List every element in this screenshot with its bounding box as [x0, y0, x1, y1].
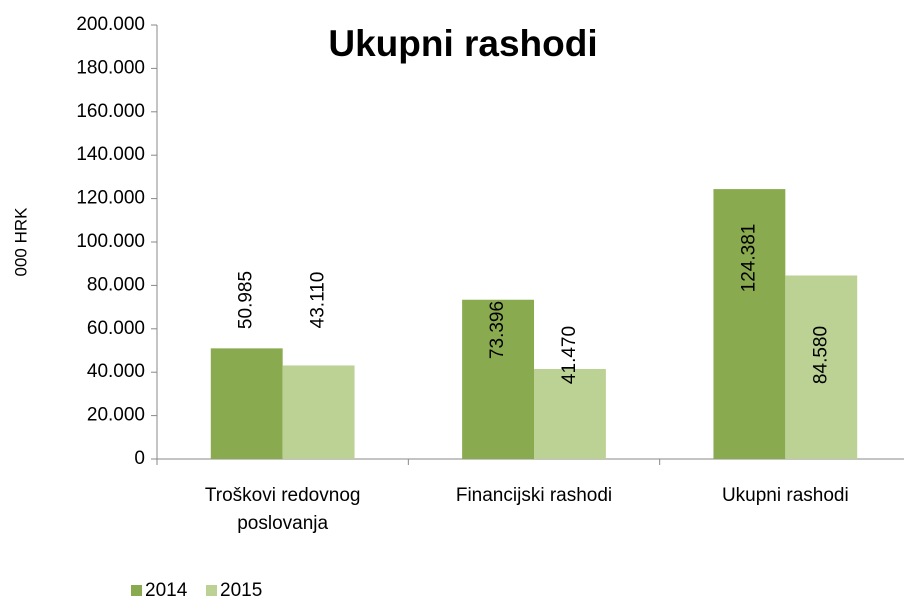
bar [462, 299, 534, 459]
y-tick-label: 140.000 [76, 144, 145, 165]
x-tick-label: Troškovi redovnog poslovanja [204, 485, 361, 534]
bar [785, 275, 858, 459]
x-tick-label: Ukupni rashodi [721, 485, 849, 506]
y-tick-label: 80.000 [87, 274, 145, 295]
legend-swatch [131, 585, 142, 596]
bar [282, 365, 355, 459]
y-tick-label: 120.000 [76, 188, 145, 209]
y-tick-label: 160.000 [76, 101, 145, 122]
legend-swatch [206, 585, 217, 596]
y-tick-label: 0 [134, 448, 145, 469]
y-tick-label: 100.000 [76, 231, 145, 252]
legend-label: 2014 [145, 580, 188, 601]
bar [210, 348, 283, 459]
chart-title: Ukupni rashodi [328, 23, 597, 64]
y-tick-label: 200.000 [76, 14, 145, 35]
y-axis-label: 000 HRK [11, 207, 30, 277]
y-tick-label: 20.000 [87, 405, 145, 426]
data-label: 84.580 [810, 326, 831, 384]
data-label: 43.110 [308, 272, 329, 329]
data-label: 41.470 [559, 326, 580, 384]
data-label: 50.985 [236, 271, 257, 329]
y-tick-label: 40.000 [87, 361, 145, 382]
bar [713, 189, 786, 459]
x-tick-label: Financijski rashodi [455, 485, 613, 506]
bar [534, 369, 606, 459]
y-tick-label: 60.000 [87, 318, 145, 339]
legend-label: 2015 [220, 580, 262, 601]
y-tick-label: 180.000 [76, 57, 145, 78]
data-label: 73.396 [487, 301, 508, 359]
data-label: 124.381 [738, 224, 759, 293]
